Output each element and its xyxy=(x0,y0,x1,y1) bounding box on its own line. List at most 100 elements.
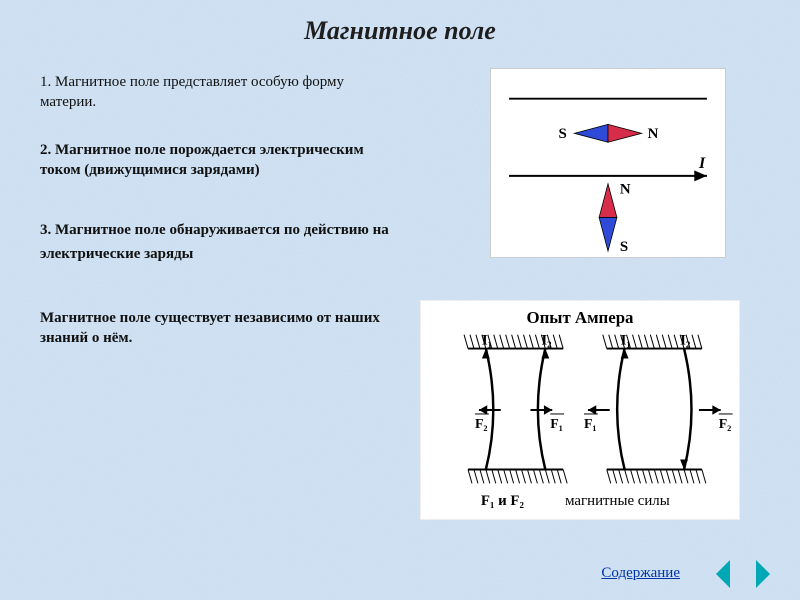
footer-forces-label: F₁ и F₂ xyxy=(481,493,525,509)
hatch-icon xyxy=(522,469,526,483)
arrowhead-icon xyxy=(588,405,596,415)
hatch-icon xyxy=(498,469,502,483)
hatch-icon xyxy=(603,335,607,349)
hatch-icon xyxy=(648,469,652,483)
footer-caption: магнитные силы xyxy=(565,493,670,509)
hatch-icon xyxy=(631,469,635,483)
hatch-icon xyxy=(609,335,613,349)
hatch-icon xyxy=(672,469,676,483)
hatch-icon xyxy=(535,335,539,349)
next-button[interactable] xyxy=(756,560,770,588)
prev-button[interactable] xyxy=(716,560,730,588)
hatch-icon xyxy=(698,335,702,349)
force-label: F₁ xyxy=(584,417,597,432)
hatch-icon xyxy=(529,335,533,349)
current-label: I₁ xyxy=(621,333,631,349)
hatch-icon xyxy=(702,469,706,483)
hatch-icon xyxy=(619,469,623,483)
hatch-icon xyxy=(633,335,637,349)
hatch-icon xyxy=(644,335,648,349)
hatch-icon xyxy=(516,469,520,483)
arrowhead-icon xyxy=(544,405,552,415)
current-arrow-icon xyxy=(541,349,549,359)
ampere-title: Опыт Ампера xyxy=(527,308,635,327)
hatch-icon xyxy=(678,469,682,483)
hatch-icon xyxy=(654,469,658,483)
contents-link[interactable]: Содержание xyxy=(601,565,680,582)
compass-north-icon xyxy=(599,184,617,218)
current-arrow-icon xyxy=(482,349,490,359)
arrowhead-icon xyxy=(712,405,720,415)
hatch-icon xyxy=(468,469,472,483)
hatch-icon xyxy=(480,469,484,483)
hatch-icon xyxy=(559,335,563,349)
hatch-icon xyxy=(638,335,642,349)
conductor xyxy=(684,349,691,470)
hatch-icon xyxy=(545,469,549,483)
force-label: F₁ xyxy=(550,417,563,432)
hatch-icon xyxy=(692,335,696,349)
hatch-icon xyxy=(510,469,514,483)
hatch-icon xyxy=(613,469,617,483)
hatch-icon xyxy=(668,335,672,349)
current-label: I₂ xyxy=(680,333,691,349)
hatch-icon xyxy=(527,469,531,483)
hatch-icon xyxy=(524,335,528,349)
hatch-icon xyxy=(533,469,537,483)
hatch-icon xyxy=(696,469,700,483)
hatch-icon xyxy=(539,469,543,483)
south-label: S xyxy=(559,126,567,142)
hatch-icon xyxy=(625,469,629,483)
hatch-icon xyxy=(690,469,694,483)
hatch-icon xyxy=(512,335,516,349)
hatch-icon xyxy=(557,469,561,483)
hatch-icon xyxy=(660,469,664,483)
hatch-icon xyxy=(486,469,490,483)
paragraph-3: 3. Магнитное поле обнаруживается по дейс… xyxy=(40,218,400,266)
hatch-icon xyxy=(474,469,478,483)
compass-south-icon xyxy=(574,124,608,142)
hatch-icon xyxy=(518,335,522,349)
hatch-icon xyxy=(464,335,468,349)
hatch-icon xyxy=(684,469,688,483)
page-title: Магнитное поле xyxy=(0,16,800,46)
hatch-icon xyxy=(642,469,646,483)
hatch-icon xyxy=(553,335,557,349)
current-arrow-icon xyxy=(680,460,688,470)
hatch-icon xyxy=(656,335,660,349)
hatch-icon xyxy=(674,335,678,349)
south-label: S xyxy=(620,239,628,255)
hatch-icon xyxy=(662,335,666,349)
force-label: F₂ xyxy=(475,417,488,432)
paragraph-4: Магнитное поле существует независимо от … xyxy=(40,308,400,349)
force-label: F₂ xyxy=(719,417,732,432)
conductor xyxy=(617,349,624,470)
hatch-icon xyxy=(504,469,508,483)
north-label: N xyxy=(620,182,631,198)
ampere-diagram: Опыт АмпераI₁I₂F₂F₁I₁I₂F₁F₂F₁ и F₂магнит… xyxy=(420,300,740,520)
compass-north-icon xyxy=(608,124,642,142)
compass-south-icon xyxy=(599,217,617,251)
hatch-icon xyxy=(470,335,474,349)
north-label: N xyxy=(648,126,659,142)
arrowhead-icon xyxy=(479,405,487,415)
hatch-icon xyxy=(563,469,567,483)
paragraph-2: 2. Магнитное поле порождается электричес… xyxy=(40,140,400,181)
hatch-icon xyxy=(506,335,510,349)
current-label: I₁ xyxy=(482,333,492,349)
hatch-icon xyxy=(476,335,480,349)
hatch-icon xyxy=(492,469,496,483)
hatch-icon xyxy=(494,335,498,349)
current-arrow-icon xyxy=(621,349,629,359)
hatch-icon xyxy=(551,469,555,483)
current-arrow-icon xyxy=(694,170,707,181)
paragraph-1: 1. Магнитное поле представляет особую фо… xyxy=(40,72,400,113)
hatch-icon xyxy=(650,335,654,349)
current-label: I xyxy=(698,155,706,172)
hatch-icon xyxy=(615,335,619,349)
hatch-icon xyxy=(500,335,504,349)
hatch-icon xyxy=(607,469,611,483)
hatch-icon xyxy=(666,469,670,483)
hatch-icon xyxy=(636,469,640,483)
compass-diagram: I S N N S xyxy=(490,68,726,258)
